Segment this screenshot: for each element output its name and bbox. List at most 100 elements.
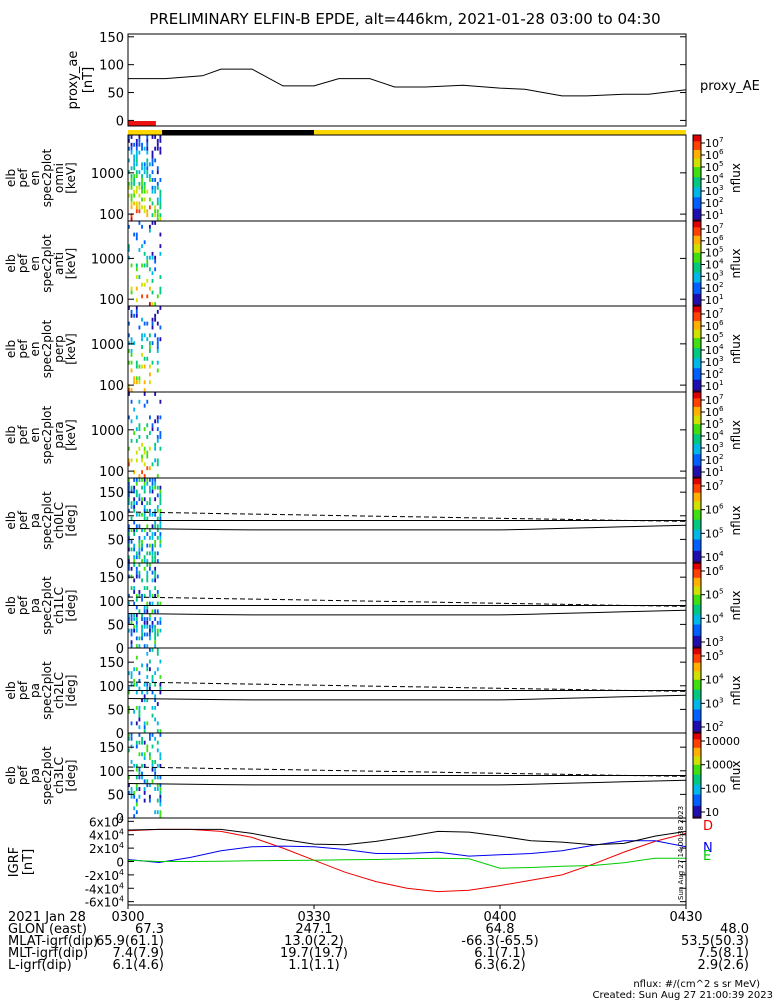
spectrogram-cell <box>135 309 138 314</box>
spectrogram-cell <box>130 787 133 791</box>
colorbar-cell <box>693 249 701 252</box>
spectrogram-cell <box>135 798 138 803</box>
spectrogram-cell <box>138 636 141 641</box>
spectrogram-cell <box>130 349 133 353</box>
colorbar-cell <box>693 467 701 470</box>
spectrogram-cell <box>130 368 133 373</box>
colorbar-cell <box>693 447 701 450</box>
spectrogram-cell <box>130 489 133 494</box>
colorbar-cell <box>693 499 701 502</box>
colorbar-cell <box>693 609 701 612</box>
spectrogram-cell <box>151 690 154 695</box>
spectrogram-cell <box>156 516 159 521</box>
colorbar-cell <box>693 229 701 232</box>
colorbar-cell <box>693 226 701 229</box>
colorbar-cell <box>693 540 701 543</box>
spectrogram-cell <box>133 794 136 799</box>
colorbar-cell <box>693 162 701 165</box>
spectrogram-cell <box>156 775 159 780</box>
spectrogram-cell <box>133 341 136 346</box>
colorbar-cell <box>693 703 701 706</box>
colorbar-cell <box>693 611 701 614</box>
colorbar-cell <box>693 629 701 632</box>
spectrogram-cell <box>154 543 157 548</box>
spectrogram-cell <box>146 259 149 264</box>
spectrogram-cell <box>141 244 143 249</box>
spectrogram-cell <box>154 566 157 571</box>
colorbar-cell <box>693 662 701 665</box>
spectrogram-cell <box>159 489 162 494</box>
y-tick-label: 1000 <box>91 252 124 267</box>
spectrogram-cell <box>159 729 162 733</box>
spectrogram-cell <box>146 516 149 521</box>
spectrogram-cell <box>146 356 149 361</box>
spectrogram-cell <box>154 717 157 722</box>
colorbar-cell <box>693 701 701 704</box>
colorbar-cell <box>693 721 701 724</box>
colorbar-cell <box>693 313 701 316</box>
spectrogram-cell <box>128 748 130 753</box>
colorbar-label: nflux <box>729 506 743 536</box>
ephemeris-value: 53.5(50.3) <box>681 934 749 949</box>
spectrogram-cell <box>135 667 138 672</box>
colorbar-cell <box>693 139 701 142</box>
spectrogram-cell <box>151 760 154 764</box>
spectrogram-cell <box>130 613 133 618</box>
colorbar-cell <box>693 460 701 463</box>
spectrogram-cell <box>138 201 141 206</box>
spectrogram-cell <box>130 181 133 186</box>
spectrogram-cell <box>156 138 159 143</box>
spectrogram-cell <box>138 399 141 404</box>
colorbar-cell <box>693 628 701 631</box>
colorbar-cell <box>693 469 701 472</box>
colorbar-cell <box>693 784 701 787</box>
colorbar-cell <box>693 733 701 736</box>
spectrogram-cell <box>156 368 159 373</box>
spectrogram-cell <box>146 686 149 691</box>
colorbar-cell <box>693 521 701 524</box>
colorbar-cell <box>693 272 701 275</box>
colorbar-cell <box>693 665 701 668</box>
colorbar-cell <box>693 717 701 720</box>
spectrogram-cell <box>159 497 162 502</box>
spectrogram-cell <box>154 559 157 563</box>
spectrogram-cell <box>146 450 149 455</box>
spectrogram-cell <box>146 524 149 529</box>
spectrogram-cell <box>143 146 146 151</box>
colorbar-cell <box>693 669 701 672</box>
spectrogram-cell <box>128 736 130 741</box>
y-axis-label: [deg] <box>64 505 78 537</box>
spectrogram-cell <box>154 694 157 699</box>
colorbar-cell <box>693 779 701 782</box>
y-tick-label: 4x104 <box>89 828 124 843</box>
spectrogram-cell <box>138 593 141 598</box>
spectrogram-cell <box>128 193 130 198</box>
spectrogram-cell <box>154 532 157 536</box>
spectrogram-cell <box>135 655 138 660</box>
colorbar-cell <box>693 356 701 359</box>
spectrogram-cell <box>133 586 136 591</box>
colorbar-cell <box>693 336 701 339</box>
colorbar-cell <box>693 815 701 818</box>
spectrogram-cell <box>141 458 143 463</box>
spectrogram-cell <box>133 380 136 385</box>
colorbar-cell <box>693 554 701 557</box>
spectrogram-cell <box>156 748 159 753</box>
colorbar-cell <box>693 228 701 231</box>
y-tick-label: 50 <box>107 87 124 102</box>
colorbar-cell <box>693 487 701 490</box>
colorbar-cell <box>693 452 701 455</box>
spectrogram-cell <box>148 345 151 349</box>
colorbar-cell <box>693 643 701 646</box>
spectrogram-cell <box>156 146 159 151</box>
colorbar-cell <box>693 433 701 436</box>
spectrogram-cell <box>128 248 130 252</box>
spectrogram-cell <box>143 489 146 494</box>
spectrogram-cell <box>154 485 157 490</box>
spectrogram-cell <box>138 205 141 210</box>
colorbar-cell <box>693 503 701 506</box>
spectrogram-cell <box>146 559 149 563</box>
colorbar-cell <box>693 371 701 374</box>
colorbar-cell <box>693 274 701 277</box>
colorbar-tick-label: 103 <box>705 268 724 283</box>
